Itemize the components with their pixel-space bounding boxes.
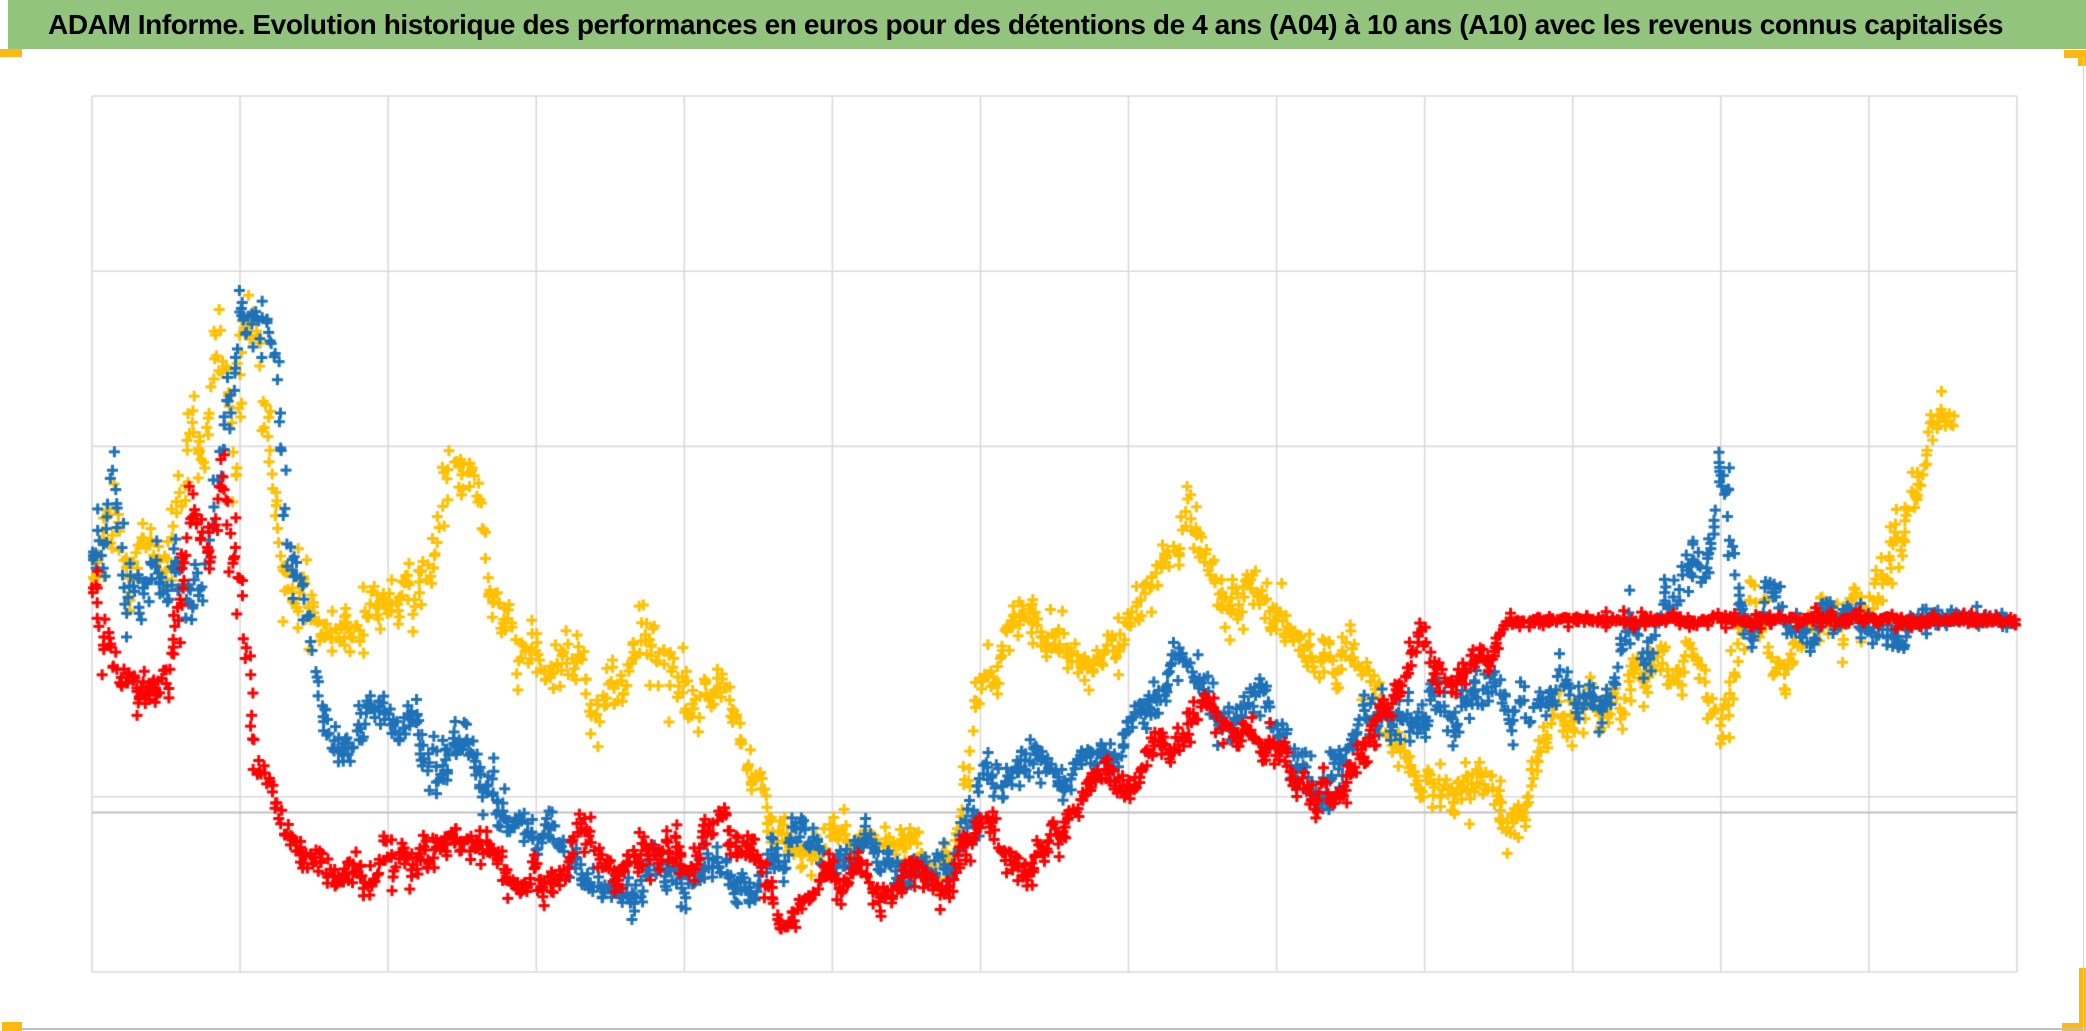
- right-border-line: [2083, 57, 2084, 1031]
- top-right-corner-accent-vertical: [2078, 50, 2086, 66]
- top-left-corner-accent: [0, 49, 22, 57]
- title-bar: ADAM Informe. Evolution historique des p…: [8, 0, 2086, 49]
- bottom-left-corner-accent: [2, 1022, 22, 1031]
- bottom-divider: [22, 1028, 2086, 1030]
- page-title: ADAM Informe. Evolution historique des p…: [48, 8, 2004, 40]
- top-right-corner-accent: [2064, 50, 2086, 58]
- bottom-right-corner-accent: [2062, 1023, 2086, 1031]
- bottom-right-corner-accent-vertical: [2079, 968, 2086, 1031]
